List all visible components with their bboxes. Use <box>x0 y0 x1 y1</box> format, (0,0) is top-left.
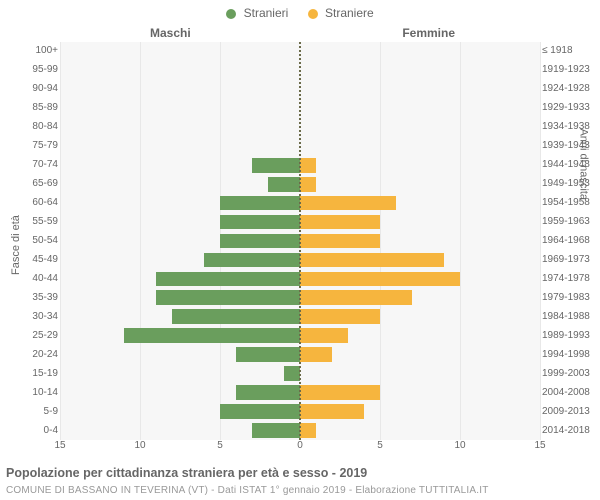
column-title-left: Maschi <box>150 26 191 40</box>
x-tick: 15 <box>534 440 545 451</box>
legend-swatch-female <box>308 9 318 19</box>
x-tick: 5 <box>377 440 383 451</box>
birth-year-label: 1939-1943 <box>542 141 600 151</box>
age-bin-label: 45-49 <box>0 255 58 265</box>
legend-swatch-male <box>226 9 236 19</box>
legend-item-female: Straniere <box>308 6 374 20</box>
legend: Stranieri Straniere <box>0 6 600 20</box>
age-bin-label: 95-99 <box>0 65 58 75</box>
bar-female <box>300 328 348 343</box>
birth-year-label: 1994-1998 <box>542 350 600 360</box>
legend-item-male: Stranieri <box>226 6 291 20</box>
bar-female <box>300 272 460 287</box>
bar-female <box>300 234 380 249</box>
age-bin-label: 40-44 <box>0 274 58 284</box>
age-bin-label: 100+ <box>0 46 58 56</box>
bar-male <box>172 309 300 324</box>
birth-year-label: 1984-1988 <box>542 312 600 322</box>
age-bin-label: 50-54 <box>0 236 58 246</box>
age-bin-label: 25-29 <box>0 331 58 341</box>
x-tick: 10 <box>134 440 145 451</box>
bar-female <box>300 215 380 230</box>
bar-female <box>300 290 412 305</box>
birth-year-label: 1954-1958 <box>542 198 600 208</box>
bar-male <box>220 196 300 211</box>
bar-female <box>300 404 364 419</box>
age-bin-label: 70-74 <box>0 160 58 170</box>
chart-subtitle: COMUNE DI BASSANO IN TEVERINA (VT) - Dat… <box>6 485 489 496</box>
age-bin-label: 85-89 <box>0 103 58 113</box>
bar-male <box>252 158 300 173</box>
age-bin-label: 80-84 <box>0 122 58 132</box>
column-title-right: Femmine <box>402 26 455 40</box>
bar-female <box>300 253 444 268</box>
birth-year-label: 1929-1933 <box>542 103 600 113</box>
birth-year-label: 1949-1953 <box>542 179 600 189</box>
gridline <box>540 42 541 440</box>
birth-year-label: 1989-1993 <box>542 331 600 341</box>
bar-female <box>300 423 316 438</box>
bar-female <box>300 385 380 400</box>
x-tick: 0 <box>297 440 303 451</box>
bar-female <box>300 158 316 173</box>
birth-year-label: 1924-1928 <box>542 84 600 94</box>
age-bin-label: 35-39 <box>0 293 58 303</box>
age-bin-label: 30-34 <box>0 312 58 322</box>
bar-female <box>300 196 396 211</box>
birth-year-label: 2004-2008 <box>542 388 600 398</box>
legend-label-female: Straniere <box>325 6 374 20</box>
bar-male <box>284 366 300 381</box>
legend-label-male: Stranieri <box>244 6 289 20</box>
birth-year-label: 1919-1923 <box>542 65 600 75</box>
bar-male <box>124 328 300 343</box>
bar-male <box>220 404 300 419</box>
age-bin-label: 5-9 <box>0 407 58 417</box>
birth-year-label: 1959-1963 <box>542 217 600 227</box>
center-axis-line <box>299 42 301 440</box>
birth-year-label: 1974-1978 <box>542 274 600 284</box>
age-bin-label: 60-64 <box>0 198 58 208</box>
age-bin-label: 55-59 <box>0 217 58 227</box>
age-bin-label: 20-24 <box>0 350 58 360</box>
bar-female <box>300 177 316 192</box>
birth-year-label: 2009-2013 <box>542 407 600 417</box>
y-axis-left-title: Fasce di età <box>10 215 22 275</box>
birth-year-label: ≤ 1918 <box>542 46 600 56</box>
chart-title: Popolazione per cittadinanza straniera p… <box>6 466 367 480</box>
age-bin-label: 10-14 <box>0 388 58 398</box>
bar-male <box>252 423 300 438</box>
bar-male <box>220 234 300 249</box>
bar-male <box>156 272 300 287</box>
x-tick: 10 <box>454 440 465 451</box>
age-bin-label: 0-4 <box>0 426 58 436</box>
birth-year-label: 1969-1973 <box>542 255 600 265</box>
birth-year-label: 1944-1948 <box>542 160 600 170</box>
age-bin-label: 90-94 <box>0 84 58 94</box>
birth-year-label: 1979-1983 <box>542 293 600 303</box>
y-axis-left-labels: 0-4 5-9 10-14 15-19 20-24 25-29 30-34 35-39 40-4… <box>0 42 58 440</box>
population-pyramid-chart: Stranieri Straniere Maschi Femmine 0-4 5-… <box>0 0 600 500</box>
y-axis-right-title: Anni di nascita <box>578 128 590 200</box>
age-bin-label: 15-19 <box>0 369 58 379</box>
bar-male <box>236 347 300 362</box>
x-axis: 15105051015 <box>60 440 540 454</box>
plot-area <box>60 42 540 440</box>
bar-male <box>236 385 300 400</box>
bar-male <box>268 177 300 192</box>
bar-female <box>300 347 332 362</box>
bar-male <box>156 290 300 305</box>
bar-female <box>300 309 380 324</box>
birth-year-label: 1964-1968 <box>542 236 600 246</box>
birth-year-label: 2014-2018 <box>542 426 600 436</box>
x-tick: 5 <box>217 440 223 451</box>
x-tick: 15 <box>54 440 65 451</box>
bar-male <box>204 253 300 268</box>
birth-year-label: 1934-1938 <box>542 122 600 132</box>
bar-male <box>220 215 300 230</box>
age-bin-label: 75-79 <box>0 141 58 151</box>
age-bin-label: 65-69 <box>0 179 58 189</box>
y-axis-right-labels: 2014-2018 2009-2013 2004-2008 1999-2003 1994… <box>542 42 600 440</box>
birth-year-label: 1999-2003 <box>542 369 600 379</box>
